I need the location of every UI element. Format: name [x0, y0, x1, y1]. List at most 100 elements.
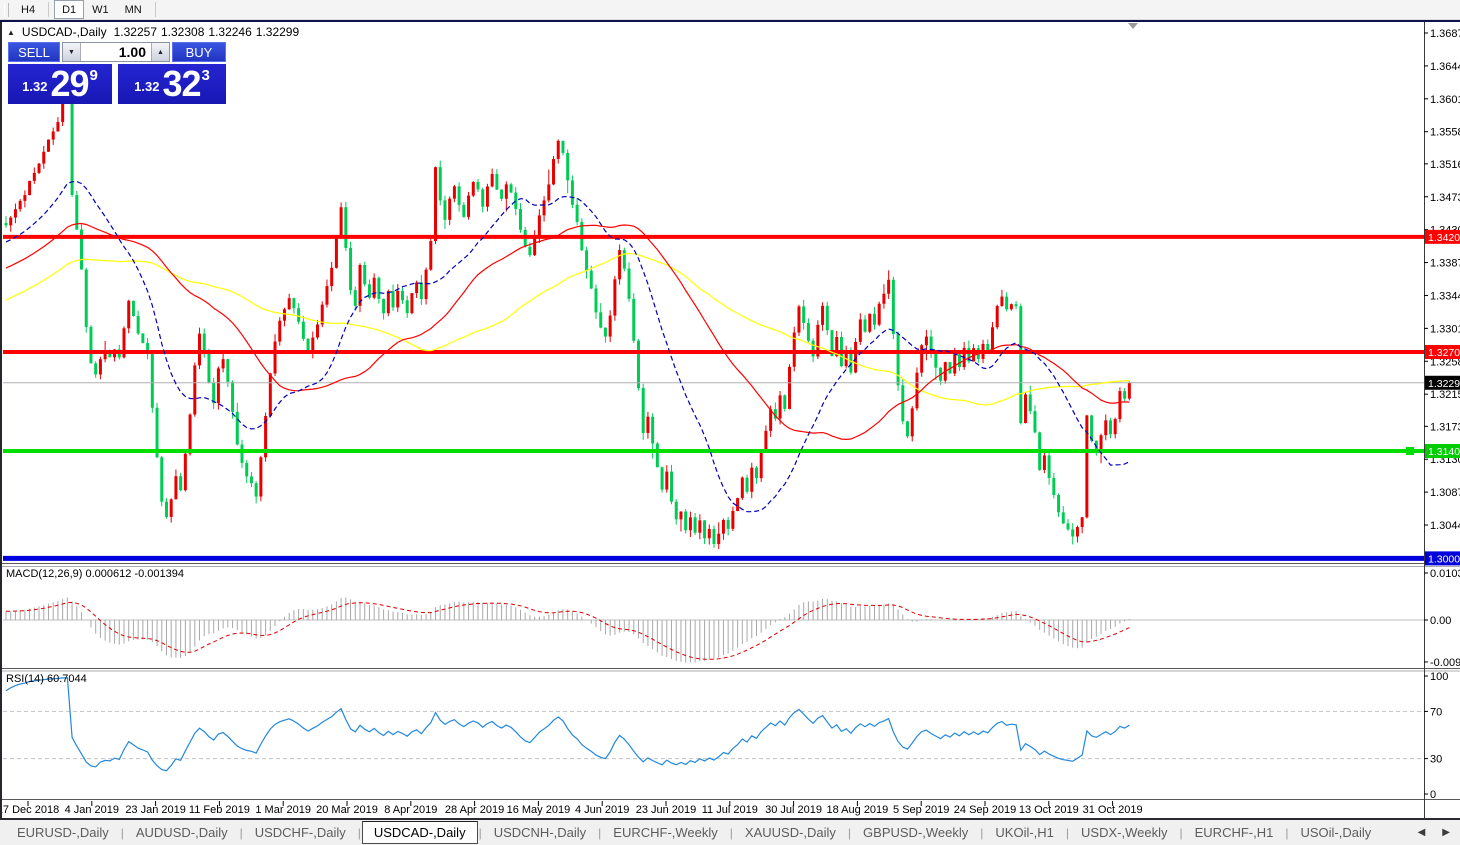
- tab-eurusd-daily[interactable]: EURUSD-,Daily: [17, 825, 109, 840]
- price-axis-label: 1.31730: [1430, 421, 1460, 433]
- price-axis-label: 1.35580: [1430, 127, 1460, 139]
- tab-separator: |: [980, 825, 984, 840]
- rsi-axis-label: 30: [1430, 754, 1442, 766]
- price-axis-label: 1.36010: [1430, 94, 1460, 106]
- tab-gbpusd-weekly[interactable]: GBPUSD-,Weekly: [863, 825, 969, 840]
- date-axis-label: 18 Aug 2019: [827, 804, 889, 816]
- date-axis-label: 30 Jul 2019: [765, 804, 822, 816]
- price-axis-label: 1.30440: [1430, 520, 1460, 532]
- price-axis-label: 1.32150: [1430, 389, 1460, 401]
- price-axis-label: 1.34730: [1430, 192, 1460, 204]
- toolbar-drag-handle[interactable]: [4, 2, 9, 17]
- date-axis-label: 17 Dec 2018: [0, 804, 59, 816]
- tab-separator: |: [598, 825, 602, 840]
- ma-75-line: [5, 252, 1130, 406]
- buy-button[interactable]: BUY: [172, 42, 226, 62]
- timeframe-button-d1[interactable]: D1: [54, 0, 85, 19]
- ohlc-close: 1.32299: [255, 25, 300, 39]
- buy-price-big: 32: [162, 63, 201, 104]
- tab-usdchf-daily[interactable]: USDCHF-,Daily: [254, 825, 346, 840]
- buy-price-prefix: 1.32: [134, 79, 160, 94]
- chart-window-left-border: [0, 22, 2, 818]
- tab-separator: |: [847, 825, 852, 840]
- rsi-axis-label: 0: [1430, 789, 1436, 801]
- tab-usdcad-daily[interactable]: USDCAD-,Daily: [361, 821, 478, 844]
- level-line-handle[interactable]: [1406, 447, 1414, 456]
- price-axis-label: 1.33870: [1430, 258, 1460, 270]
- date-axis-label: 20 Mar 2019: [316, 804, 378, 816]
- price-badge-1.31407: [1425, 444, 1460, 459]
- date-axis-label: 4 Jan 2019: [65, 804, 119, 816]
- level-lines-layer: [3, 234, 1424, 561]
- ohlc-low: 1.32246: [208, 25, 252, 39]
- date-axis-label: 24 Sep 2019: [954, 804, 1016, 816]
- timeframe-button-mn[interactable]: MN: [124, 3, 142, 16]
- tab-separator: |: [1065, 825, 1070, 840]
- buy-price-display[interactable]: 1.32 32 3: [118, 64, 226, 104]
- rsi-pane: [3, 677, 1424, 772]
- macd-axis-label: 0.010311: [1430, 568, 1460, 580]
- chart-window-bottom-border: [0, 818, 1460, 820]
- chart-window-top-border: [0, 20, 1460, 22]
- tab-ukoil-h1[interactable]: UKOil-,H1: [995, 825, 1054, 840]
- macd-pane: [3, 597, 1424, 663]
- sell-price-prefix: 1.32: [22, 79, 48, 94]
- price-axis-label: 1.30870: [1430, 487, 1460, 499]
- one-click-trading-widget: SELL ▼ 1.00 ▲ BUY 1.32 29 9 1.32 32 3: [8, 42, 226, 104]
- date-axis-label: 5 Sep 2019: [893, 804, 949, 816]
- tab-audusd-daily[interactable]: AUDUSD-,Daily: [135, 825, 228, 840]
- one-click-collapse-icon[interactable]: ▲: [7, 27, 15, 37]
- svg-text:1.30004: 1.30004: [1428, 553, 1460, 565]
- tab-usdcnh-daily[interactable]: USDCNH-,Daily: [493, 825, 587, 840]
- rsi-axis-label: 70: [1430, 706, 1442, 718]
- tab-separator: |: [1179, 825, 1183, 840]
- tab-scroll-left-icon[interactable]: ◀: [1417, 827, 1426, 838]
- tab-usoil-daily[interactable]: USOil-,Daily: [1300, 825, 1372, 840]
- tab-separator: |: [1285, 825, 1289, 840]
- tab-eurchf-weekly[interactable]: EURCHF-,Weekly: [613, 825, 718, 840]
- volume-decrease-button[interactable]: ▼: [63, 43, 81, 61]
- svg-text:1.34206: 1.34206: [1428, 232, 1460, 244]
- date-axis: 17 Dec 2018 4 Jan 2019 23 Jan 2019 11 Feb 2…: [0, 801, 1143, 816]
- date-axis-label: 31 Oct 2019: [1083, 804, 1143, 816]
- toolbar-separator: [48, 2, 50, 17]
- sell-button[interactable]: SELL: [8, 42, 60, 62]
- tab-scroll-right-icon[interactable]: ▶: [1442, 827, 1450, 838]
- price-axis-label: 1.35160: [1430, 159, 1460, 171]
- tab-separator: |: [357, 825, 361, 840]
- price-badge-1.30004: [1425, 551, 1460, 566]
- frame-layer: [0, 22, 1460, 818]
- macd-axis-label: 0.00: [1430, 615, 1451, 627]
- ma-20-line: [5, 180, 1130, 513]
- candles-layer: [4, 85, 1131, 549]
- svg-text:1.32299: 1.32299: [1428, 378, 1460, 390]
- toolbar-separator: [154, 2, 156, 17]
- tab-usdx-weekly[interactable]: USDX-,Weekly: [1081, 825, 1168, 840]
- date-axis-label: 28 Apr 2019: [445, 804, 504, 816]
- price-axis-label: 1.36440: [1430, 61, 1460, 73]
- date-axis-label: 13 Oct 2019: [1019, 804, 1079, 816]
- timeframe-button-h4[interactable]: H4: [21, 3, 36, 16]
- chart-shift-marker-icon[interactable]: [1128, 23, 1138, 29]
- price-axis: 1.36870 1.36440 1.36010 1.35580 1.35160 1.347…: [1424, 28, 1460, 801]
- tab-xauusd-daily[interactable]: XAUUSD-,Daily: [744, 825, 836, 840]
- chart-header: ▲ USDCAD-,Daily 1.32257 1.32308 1.32246 …: [7, 25, 299, 39]
- tab-eurchf-h1[interactable]: EURCHF-,H1: [1194, 825, 1274, 840]
- price-badge-1.32701: [1425, 345, 1460, 360]
- tab-separator: |: [729, 825, 733, 840]
- tab-separator: |: [478, 825, 482, 840]
- ohlc-high: 1.32308: [161, 25, 205, 39]
- sell-price-display[interactable]: 1.32 29 9: [8, 64, 112, 104]
- timeframe-button-w1[interactable]: W1: [92, 3, 109, 16]
- sell-price-big: 29: [50, 63, 89, 104]
- price-axis-label: 1.32580: [1430, 356, 1460, 368]
- volume-input[interactable]: 1.00: [81, 43, 151, 61]
- tab-scroll-arrows: ◀ ▶: [1418, 820, 1450, 845]
- timeframe-toolbar: H4 D1 W1 MN: [0, 0, 1460, 20]
- date-axis-label: 8 Apr 2019: [384, 804, 437, 816]
- macd-signal-line: [6, 601, 1130, 660]
- price-badge-1.34206: [1425, 229, 1460, 244]
- volume-increase-button[interactable]: ▲: [151, 43, 169, 61]
